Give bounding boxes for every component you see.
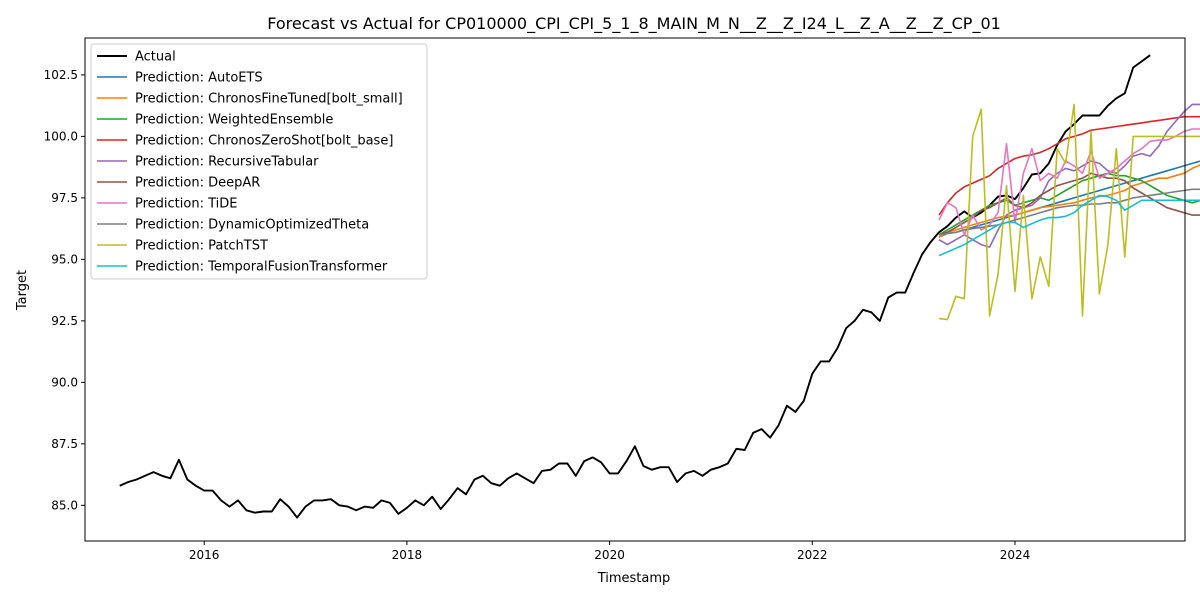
y-tick-label: 85.0 xyxy=(51,498,78,512)
plot-area xyxy=(119,54,1200,519)
legend-entry-prediction-autoets: Prediction: AutoETS xyxy=(135,71,263,86)
x-axis-label: Timestamp xyxy=(597,571,671,586)
legend-entry-prediction-weightedensemble: Prediction: WeightedEnsemble xyxy=(135,113,333,128)
series-line-actual xyxy=(119,54,1151,519)
y-tick-label: 95.0 xyxy=(51,252,78,266)
series-line-prediction-chronosfinetuned-bolt-small xyxy=(938,164,1200,238)
y-tick-label: 97.5 xyxy=(51,191,78,205)
y-axis-label: Target xyxy=(15,270,30,311)
legend-entry-prediction-chronosfinetuned-bolt-small: Prediction: ChronosFineTuned[bolt_small] xyxy=(135,92,403,107)
legend-entry-prediction-deepar: Prediction: DeepAR xyxy=(135,176,260,191)
legend-entry-prediction-tide: Prediction: TiDE xyxy=(135,197,237,212)
x-tick-label: 2024 xyxy=(1000,548,1031,562)
legend-entry-prediction-chronoszeroshot-bolt-base: Prediction: ChronosZeroShot[bolt_base] xyxy=(135,134,393,149)
y-tick-label: 87.5 xyxy=(51,437,78,451)
series-line-prediction-dynamicoptimizedtheta xyxy=(938,188,1200,236)
x-tick-label: 2022 xyxy=(797,548,828,562)
legend-box xyxy=(90,43,428,280)
series-line-prediction-autoets xyxy=(938,160,1200,238)
series-line-prediction-patchtst xyxy=(938,103,1200,321)
chart-title: Forecast vs Actual for CP010000_CPI_CPI_… xyxy=(267,14,1001,34)
y-tick-label: 102.5 xyxy=(44,68,78,82)
series-line-prediction-deepar xyxy=(938,172,1200,236)
y-axis-ticks: 85.0 87.5 90.0 92.5 95.0 97.5 100.0 102.5 xyxy=(44,68,85,512)
legend-entry-prediction-temporalfusiontransformer: Prediction: TemporalFusionTransformer xyxy=(135,260,388,275)
legend-entry-prediction-dynamicoptimizedtheta: Prediction: DynamicOptimizedTheta xyxy=(135,218,369,233)
x-tick-label: 2016 xyxy=(189,548,220,562)
legend-entry-prediction-recursivetabular: Prediction: RecursiveTabular xyxy=(135,155,319,170)
legend-entry-prediction-patchtst: Prediction: PatchTST xyxy=(135,239,268,254)
y-tick-label: 92.5 xyxy=(51,314,78,328)
legend: Actual Prediction: AutoETS Prediction: Chr… xyxy=(90,43,428,280)
x-tick-label: 2020 xyxy=(594,548,625,562)
series-line-prediction-temporalfusiontransformer xyxy=(938,194,1200,257)
series-line-prediction-tide xyxy=(938,128,1200,236)
axes-frame xyxy=(84,37,1186,542)
y-tick-label: 90.0 xyxy=(51,375,78,389)
x-axis-ticks: 2016 2018 2020 2022 2024 xyxy=(189,541,1030,562)
legend-entry-actual: Actual xyxy=(135,50,176,65)
y-tick-label: 100.0 xyxy=(44,129,78,143)
x-tick-label: 2018 xyxy=(392,548,423,562)
